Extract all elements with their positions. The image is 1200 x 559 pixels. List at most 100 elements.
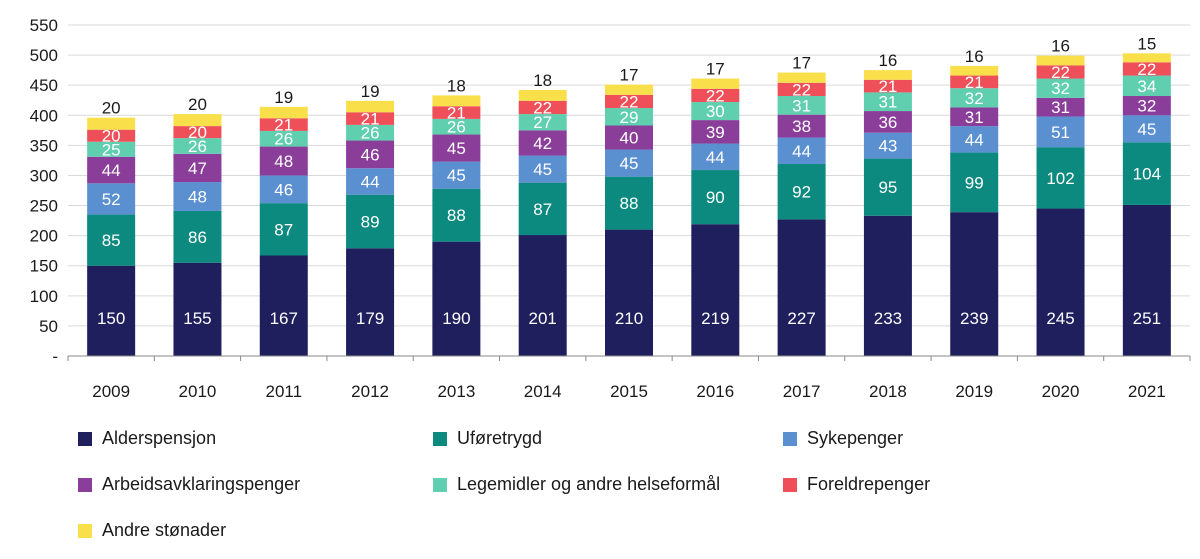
data-label: 21 <box>274 116 293 135</box>
data-label: 40 <box>620 129 639 148</box>
data-label: 20 <box>188 123 207 142</box>
data-label: 179 <box>356 309 384 328</box>
bar-segment <box>346 194 395 249</box>
data-label: 15 <box>1137 34 1156 53</box>
y-tick-label: 550 <box>30 16 58 35</box>
data-label: 26 <box>447 118 466 137</box>
data-label: 102 <box>1046 169 1074 188</box>
bar-segment <box>173 210 222 263</box>
bar-segment <box>518 114 567 131</box>
bar-segment <box>605 176 653 230</box>
legend-swatch <box>433 477 447 492</box>
data-label: 42 <box>533 134 552 153</box>
data-label: 88 <box>447 206 466 225</box>
data-label: 26 <box>274 130 293 149</box>
legend-swatch <box>783 477 797 492</box>
data-label: 87 <box>533 200 552 219</box>
x-tick-label: 2014 <box>524 382 562 401</box>
data-label: 18 <box>533 71 552 90</box>
data-label: 227 <box>787 309 815 328</box>
legend-label: Uføretrygd <box>457 428 543 448</box>
y-tick-label: 50 <box>39 317 58 336</box>
x-axis: 2009 2010 2011 2012 2013 2014 2015 2016 2017 2018… <box>67 355 1191 401</box>
bar-segment <box>1036 147 1085 209</box>
data-label: 18 <box>447 76 466 95</box>
bar-segment <box>432 188 481 242</box>
data-label: 26 <box>361 124 380 143</box>
legend-item: Foreldrepenger <box>783 474 930 495</box>
bar-segment <box>518 100 567 115</box>
bar-segment <box>605 108 653 126</box>
bars: 1508552442520201558648472620201678746482… <box>87 34 1171 356</box>
legend-item: Andre stønader <box>78 520 226 541</box>
y-tick-label: 400 <box>30 106 58 125</box>
x-tick-label: 2018 <box>869 382 907 401</box>
data-label: 16 <box>1051 37 1070 56</box>
bar-segment <box>432 95 481 107</box>
bar-segment <box>259 130 308 147</box>
y-tick-label: 200 <box>30 227 58 246</box>
bar-segment <box>173 126 222 139</box>
data-label: 51 <box>1051 123 1070 142</box>
data-label: 20 <box>188 95 207 114</box>
bar-segment <box>777 219 826 356</box>
data-label: 20 <box>102 127 121 146</box>
bar-segment <box>863 111 912 133</box>
data-label: 16 <box>965 47 984 66</box>
bar-segment <box>777 114 826 138</box>
data-label: 39 <box>706 123 725 142</box>
data-label: 31 <box>965 108 984 127</box>
bar-segment <box>950 65 999 76</box>
bar-segment <box>950 212 999 356</box>
bar-segment <box>259 203 308 256</box>
data-label: 45 <box>620 154 639 173</box>
bar-segment <box>950 88 999 108</box>
data-label: 45 <box>1137 120 1156 139</box>
bar-segment <box>87 141 136 157</box>
bar-segment <box>1036 55 1085 66</box>
data-label: 89 <box>361 212 380 231</box>
y-tick-label: 300 <box>30 166 58 185</box>
legend-label: Andre stønader <box>102 520 227 540</box>
data-label: 46 <box>361 145 380 164</box>
bar-segment <box>1122 53 1171 63</box>
data-label: 46 <box>274 180 293 199</box>
bar-segment <box>605 84 653 95</box>
bar-segment <box>691 88 740 103</box>
data-label: 87 <box>274 220 293 239</box>
data-label: 36 <box>878 113 897 132</box>
bar-segment <box>432 241 481 356</box>
data-label: 190 <box>442 309 470 328</box>
bar-segment <box>259 255 308 356</box>
x-tick-label: 2010 <box>179 382 217 401</box>
bar-segment <box>518 89 567 101</box>
bar-segment <box>87 183 136 215</box>
bar-segment <box>691 78 740 89</box>
legend-label: Sykepenger <box>807 428 904 448</box>
bar-segment <box>777 137 826 165</box>
bar-segment <box>346 124 395 141</box>
bar-segment <box>1122 204 1171 356</box>
x-tick-label: 2020 <box>1042 382 1080 401</box>
bar-segment <box>691 143 740 171</box>
data-label: 45 <box>447 139 466 158</box>
legend-swatch <box>78 477 92 492</box>
data-label: 32 <box>1051 79 1070 98</box>
legend-item: Alderspensjon <box>78 428 216 449</box>
data-label: 19 <box>274 88 293 107</box>
y-tick-label: 500 <box>30 46 58 65</box>
x-tick-label: 2013 <box>437 382 475 401</box>
bar-segment <box>777 82 826 97</box>
bar-segment <box>432 161 481 189</box>
